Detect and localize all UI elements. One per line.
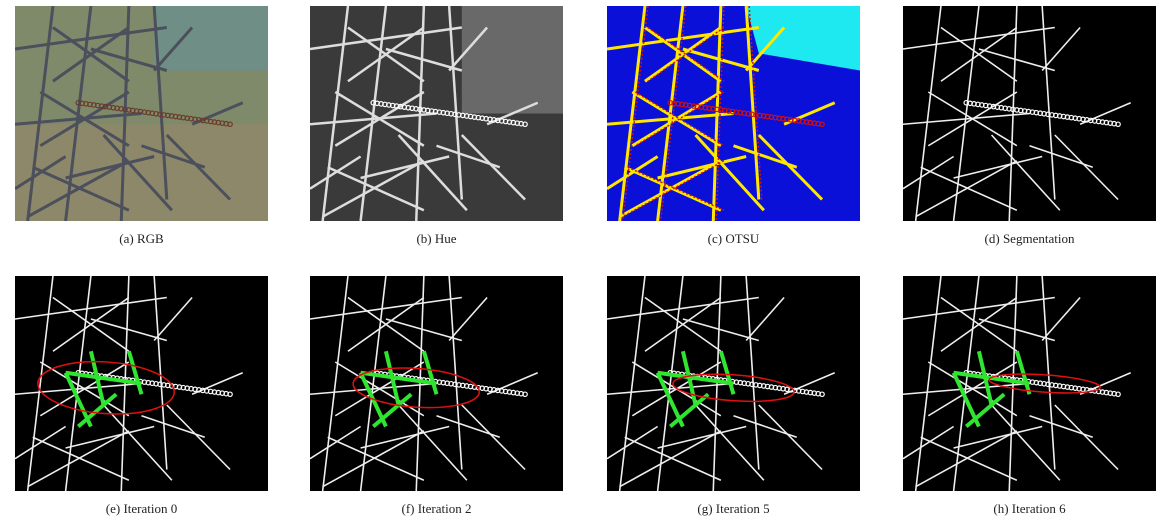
- panel-image: [15, 6, 268, 221]
- panel-image: [607, 276, 860, 491]
- panel-caption: (c) OTSU: [708, 231, 760, 246]
- panel-image: [310, 6, 563, 221]
- panel-caption: (g) Iteration 5: [697, 501, 769, 516]
- panel-caption: (h) Iteration 6: [993, 501, 1066, 516]
- panel-caption: (f) Iteration 2: [401, 501, 471, 516]
- panel-image: [310, 276, 563, 491]
- panel-caption: (a) RGB: [119, 231, 164, 246]
- panel-caption: (d) Segmentation: [985, 231, 1075, 246]
- figure: (a) RGB (b) Hue (c) OTSU (d) Segmentation (e…: [0, 0, 1173, 524]
- panel-image: [903, 6, 1156, 221]
- panel-caption: (b) Hue: [416, 231, 456, 246]
- panel-image: [607, 6, 860, 221]
- panel-image: [15, 276, 268, 491]
- panel-image: [903, 276, 1156, 491]
- panel-caption: (e) Iteration 0: [106, 501, 177, 516]
